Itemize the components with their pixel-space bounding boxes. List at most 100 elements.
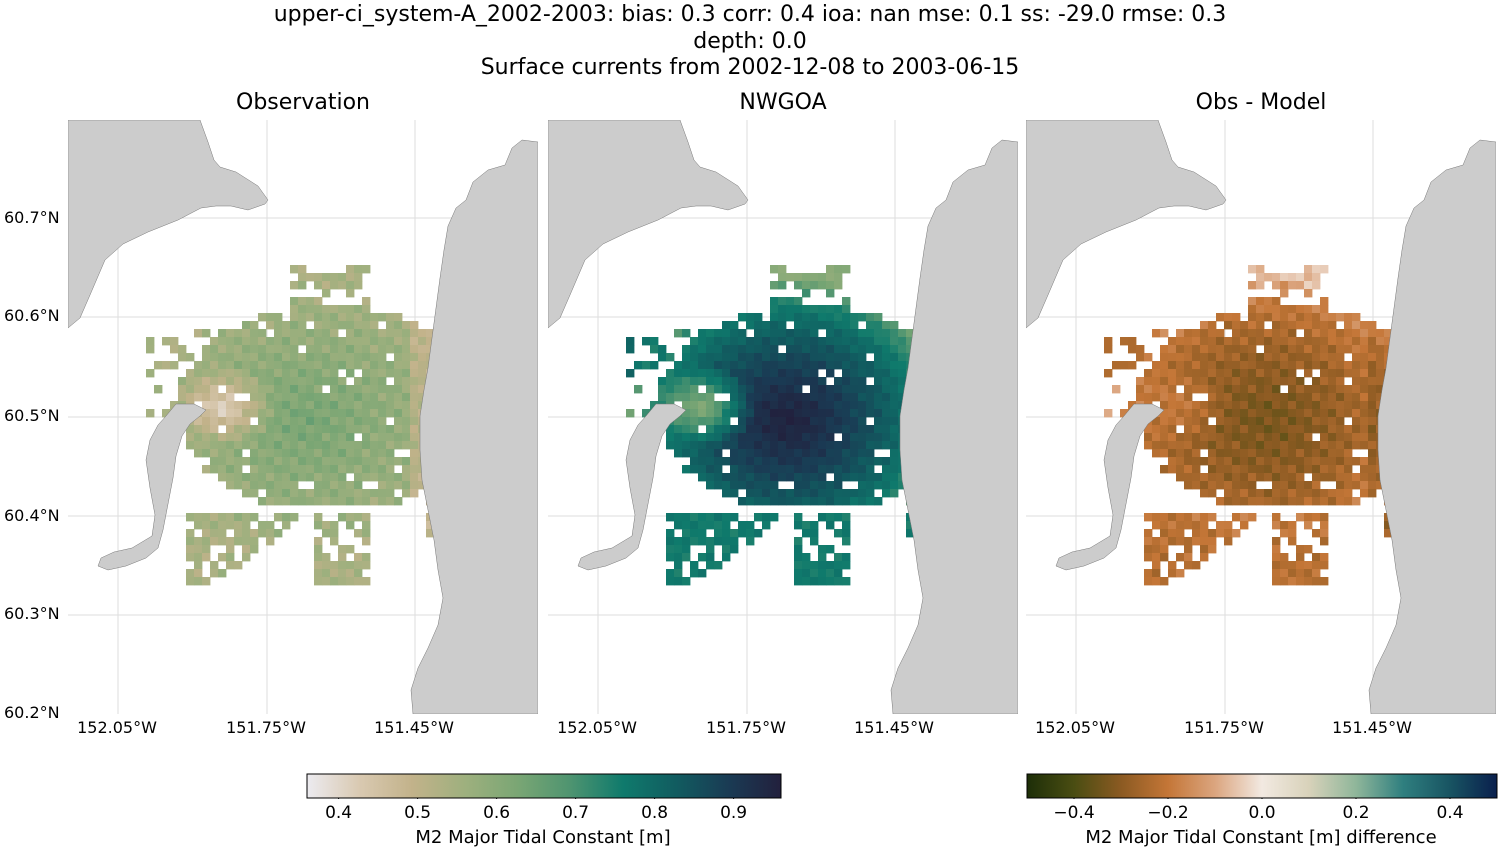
data-cell [394, 457, 403, 466]
data-cell [770, 321, 779, 330]
data-cell [186, 425, 195, 434]
colorbar-sequential-label: M2 Major Tidal Constant [m] [415, 827, 671, 848]
data-cell [410, 401, 419, 410]
data-cell [298, 305, 307, 314]
data-cell [818, 321, 827, 330]
data-cell [858, 441, 867, 450]
data-cell [234, 353, 243, 362]
data-cell [842, 553, 851, 562]
data-cell [1144, 441, 1153, 450]
data-cell [1248, 265, 1257, 274]
data-cell [1200, 553, 1209, 562]
data-cell [882, 369, 891, 378]
data-cell [1248, 433, 1257, 442]
data-cell [874, 433, 883, 442]
data-cell [218, 537, 227, 546]
data-cell [722, 457, 731, 466]
data-cell [794, 297, 803, 306]
data-cell [202, 513, 211, 522]
data-cell [1136, 345, 1145, 354]
data-cell [1272, 305, 1281, 314]
data-cell [722, 337, 731, 346]
data-cell [322, 529, 331, 538]
data-cell [1320, 521, 1329, 530]
data-cell [754, 497, 763, 506]
data-cell [394, 401, 403, 410]
data-cell [314, 497, 323, 506]
data-cell [282, 401, 291, 410]
data-cell [834, 481, 843, 490]
data-cell [1264, 449, 1273, 458]
data-cell [1352, 369, 1361, 378]
data-cell [1264, 377, 1273, 386]
data-cell [722, 545, 731, 554]
data-cell [1336, 425, 1345, 434]
data-cell [810, 529, 819, 538]
data-cell [1328, 361, 1337, 370]
data-cell [242, 521, 251, 530]
data-cell [346, 313, 355, 322]
data-cell [194, 553, 203, 562]
data-cell [1320, 529, 1329, 538]
data-cell [234, 345, 243, 354]
data-cell [418, 481, 427, 490]
data-cell [1288, 353, 1297, 362]
data-cell [386, 401, 395, 410]
data-cell [274, 329, 283, 338]
data-cell [386, 465, 395, 474]
data-cell [1288, 321, 1297, 330]
data-cell [1216, 521, 1225, 530]
data-cell [1288, 345, 1297, 354]
data-cell [338, 353, 347, 362]
data-cell [1328, 473, 1337, 482]
data-cell [346, 481, 355, 490]
data-cell [258, 401, 267, 410]
data-cell [706, 553, 715, 562]
data-cell [1336, 385, 1345, 394]
data-cell [778, 465, 787, 474]
data-cell [682, 577, 691, 586]
data-cell [650, 401, 659, 410]
data-cell [1336, 345, 1345, 354]
data-cell [1168, 537, 1177, 546]
data-cell [1112, 361, 1121, 370]
data-cell [730, 489, 739, 498]
data-cell [1296, 449, 1305, 458]
data-cell [770, 353, 779, 362]
data-cell [1376, 369, 1385, 378]
data-cell [1264, 417, 1273, 426]
data-cell [738, 385, 747, 394]
data-cell [1144, 353, 1153, 362]
data-cell [330, 401, 339, 410]
data-cell [226, 473, 235, 482]
data-cell [1296, 305, 1305, 314]
data-cell [418, 337, 427, 346]
data-cell [1216, 417, 1225, 426]
data-cell [274, 481, 283, 490]
data-cell [1288, 401, 1297, 410]
data-cell [1352, 457, 1361, 466]
data-cell [1128, 401, 1137, 410]
data-cell [1272, 553, 1281, 562]
data-cell [394, 417, 403, 426]
data-cell [258, 449, 267, 458]
data-cell [1200, 337, 1209, 346]
data-cell [202, 433, 211, 442]
data-cell [802, 313, 811, 322]
data-cell [1176, 401, 1185, 410]
data-cell [202, 385, 211, 394]
data-cell [402, 441, 411, 450]
data-cell [354, 497, 363, 506]
data-cell [418, 345, 427, 354]
data-cell [1280, 337, 1289, 346]
data-cell [266, 361, 275, 370]
data-cell [762, 489, 771, 498]
data-cell [1264, 465, 1273, 474]
data-cell [826, 273, 835, 282]
data-cell [842, 577, 851, 586]
data-cell [1376, 481, 1385, 490]
data-cell [770, 305, 779, 314]
data-cell [666, 425, 675, 434]
data-cell [818, 273, 827, 282]
data-cell [370, 393, 379, 402]
